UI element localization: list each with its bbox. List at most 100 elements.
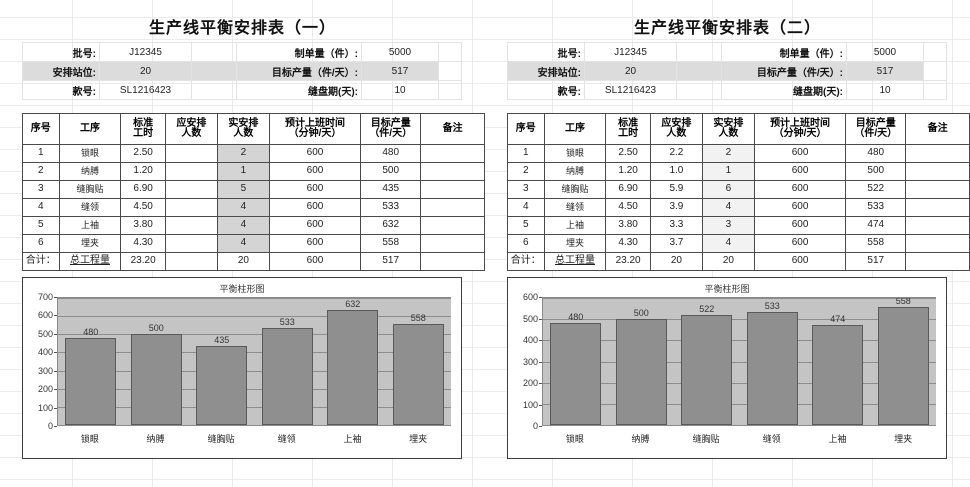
cell-actual[interactable]: 1 — [216, 162, 270, 181]
cell-should[interactable]: 3.3 — [649, 216, 703, 235]
cell-note[interactable] — [905, 234, 970, 253]
cell-note[interactable] — [420, 216, 485, 235]
cell-std[interactable]: 4.30 — [605, 234, 651, 253]
cell-actual[interactable]: 3 — [701, 216, 755, 235]
total-cell-should[interactable]: 20 — [649, 252, 703, 271]
cell-proc[interactable]: 纳膊 — [543, 162, 607, 181]
cell-time[interactable]: 600 — [753, 216, 847, 235]
info-spacer[interactable] — [191, 61, 237, 81]
cell-should[interactable] — [164, 234, 218, 253]
cell-target[interactable]: 480 — [360, 144, 422, 163]
info-label[interactable]: 批号: — [22, 42, 100, 62]
cell-target[interactable]: 474 — [845, 216, 907, 235]
cell-note[interactable] — [420, 198, 485, 217]
cell-note[interactable] — [905, 216, 970, 235]
total-cell-should[interactable] — [164, 252, 218, 271]
cell-std[interactable]: 3.80 — [120, 216, 166, 235]
chart-bar[interactable] — [877, 306, 929, 425]
info-label-secondary[interactable]: 缝盘期(天): — [721, 80, 847, 100]
cell-no[interactable]: 6 — [507, 234, 545, 253]
cell-proc[interactable]: 缝领 — [58, 198, 122, 217]
cell-time[interactable]: 600 — [268, 180, 362, 199]
cell-std[interactable]: 6.90 — [605, 180, 651, 199]
total-cell-time[interactable]: 600 — [268, 252, 362, 271]
cell-proc[interactable]: 上袖 — [543, 216, 607, 235]
cell-actual[interactable]: 4 — [701, 198, 755, 217]
cell-actual[interactable]: 2 — [216, 144, 270, 163]
info-trailing[interactable] — [438, 61, 462, 81]
cell-should[interactable] — [164, 216, 218, 235]
cell-proc[interactable]: 锁眼 — [58, 144, 122, 163]
info-label[interactable]: 安排站位: — [22, 61, 100, 81]
cell-note[interactable] — [905, 144, 970, 163]
cell-std[interactable]: 2.50 — [120, 144, 166, 163]
chart-bar[interactable] — [130, 334, 182, 425]
info-spacer[interactable] — [191, 80, 237, 100]
cell-target[interactable]: 480 — [845, 144, 907, 163]
cell-actual[interactable]: 4 — [216, 216, 270, 235]
cell-target[interactable]: 533 — [360, 198, 422, 217]
cell-actual[interactable]: 4 — [216, 234, 270, 253]
cell-proc[interactable]: 纳膊 — [58, 162, 122, 181]
cell-should[interactable] — [164, 162, 218, 181]
cell-note[interactable] — [420, 162, 485, 181]
cell-proc[interactable]: 缝胸贴 — [58, 180, 122, 199]
cell-target[interactable]: 632 — [360, 216, 422, 235]
cell-no[interactable]: 6 — [22, 234, 60, 253]
info-value[interactable]: J12345 — [99, 42, 192, 62]
info-spacer[interactable] — [676, 80, 722, 100]
cell-std[interactable]: 4.30 — [120, 234, 166, 253]
info-label[interactable]: 批号: — [507, 42, 585, 62]
cell-time[interactable]: 600 — [268, 144, 362, 163]
cell-time[interactable]: 600 — [753, 180, 847, 199]
cell-target[interactable]: 558 — [845, 234, 907, 253]
cell-proc[interactable]: 缝领 — [543, 198, 607, 217]
cell-actual[interactable]: 2 — [701, 144, 755, 163]
cell-should[interactable]: 5.9 — [649, 180, 703, 199]
info-label-secondary[interactable]: 目标产量（件/天）: — [236, 61, 362, 81]
cell-target[interactable]: 522 — [845, 180, 907, 199]
cell-time[interactable]: 600 — [268, 162, 362, 181]
total-cell-proc[interactable]: 总工程量 — [58, 252, 122, 271]
cell-actual[interactable]: 5 — [216, 180, 270, 199]
info-value[interactable]: 20 — [99, 61, 192, 81]
info-label-secondary[interactable]: 制单量（件）: — [721, 42, 847, 62]
info-spacer[interactable] — [676, 42, 722, 62]
cell-target[interactable]: 500 — [845, 162, 907, 181]
cell-note[interactable] — [905, 180, 970, 199]
info-spacer[interactable] — [676, 61, 722, 81]
info-spacer[interactable] — [191, 42, 237, 62]
cell-no[interactable]: 1 — [507, 144, 545, 163]
cell-time[interactable]: 600 — [753, 234, 847, 253]
info-trailing[interactable] — [438, 80, 462, 100]
info-value[interactable]: J12345 — [584, 42, 677, 62]
chart-bar[interactable] — [615, 319, 667, 425]
chart-bar[interactable] — [327, 310, 379, 425]
cell-no[interactable]: 4 — [22, 198, 60, 217]
cell-no[interactable]: 1 — [22, 144, 60, 163]
cell-time[interactable]: 600 — [268, 216, 362, 235]
total-cell-time[interactable]: 600 — [753, 252, 847, 271]
cell-should[interactable]: 1.0 — [649, 162, 703, 181]
total-cell-proc[interactable]: 总工程量 — [543, 252, 607, 271]
cell-note[interactable] — [420, 234, 485, 253]
info-label-secondary[interactable]: 目标产量（件/天）: — [721, 61, 847, 81]
info-label[interactable]: 款号: — [22, 80, 100, 100]
cell-no[interactable]: 5 — [22, 216, 60, 235]
info-value-secondary[interactable]: 517 — [846, 61, 924, 81]
cell-time[interactable]: 600 — [753, 144, 847, 163]
total-cell-actual[interactable]: 20 — [216, 252, 270, 271]
cell-no[interactable]: 4 — [507, 198, 545, 217]
cell-std[interactable]: 1.20 — [605, 162, 651, 181]
cell-note[interactable] — [905, 162, 970, 181]
cell-proc[interactable]: 埋夹 — [543, 234, 607, 253]
info-value[interactable]: 20 — [584, 61, 677, 81]
cell-should[interactable]: 3.7 — [649, 234, 703, 253]
cell-actual[interactable]: 1 — [701, 162, 755, 181]
chart-bar[interactable] — [681, 314, 733, 425]
cell-should[interactable] — [164, 180, 218, 199]
cell-target[interactable]: 500 — [360, 162, 422, 181]
cell-note[interactable] — [420, 180, 485, 199]
chart-bar[interactable] — [65, 337, 117, 425]
total-cell-actual[interactable]: 20 — [701, 252, 755, 271]
